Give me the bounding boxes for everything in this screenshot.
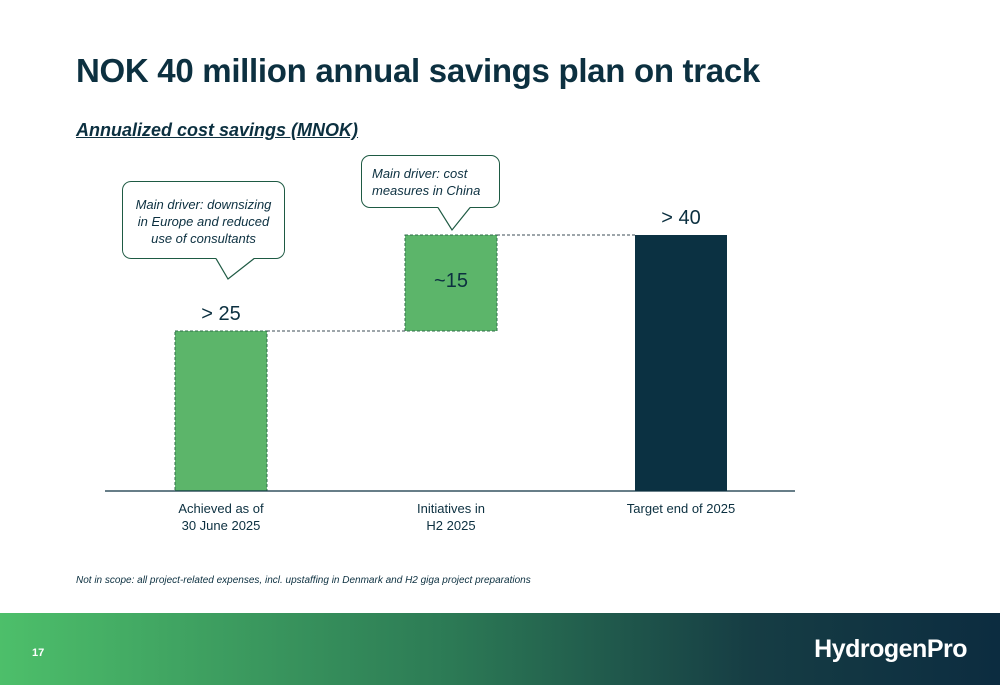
bar-achieved [174,330,268,492]
bar-initiatives [404,234,498,332]
footer-bar: 17 HydrogenPro [0,613,1000,685]
category-label-target: Target end of 2025 [627,501,735,516]
data-label-target: > 40 [661,207,700,229]
waterfall-chart: > 25 ~15 > 40 Achieved as of 30 June 2025 Ini… [105,207,795,533]
callout-europe-tail [215,258,255,280]
data-label-achieved: > 25 [201,303,240,325]
bar-target [635,235,727,491]
callout-china: Main driver: cost measures in China [361,155,500,208]
page-number: 17 [32,647,45,659]
footnote: Not in scope: all project-related expens… [76,575,531,586]
category-label-initiatives: Initiatives in H2 2025 [417,501,485,533]
chart-subtitle: Annualized cost savings (MNOK) [76,120,359,140]
callout-china-tail [437,207,471,232]
callout-europe-text: Main driver: downsizing in Europe and re… [135,197,272,246]
callout-europe: Main driver: downsizing in Europe and re… [122,181,285,259]
data-label-initiatives: ~15 [434,270,468,292]
hydrogenpro-logo: HydrogenPro [814,635,967,663]
page-title: NOK 40 million annual savings plan on tr… [76,52,760,89]
callout-china-text: Main driver: cost measures in China [372,166,481,198]
category-label-achieved: Achieved as of 30 June 2025 [178,501,264,533]
